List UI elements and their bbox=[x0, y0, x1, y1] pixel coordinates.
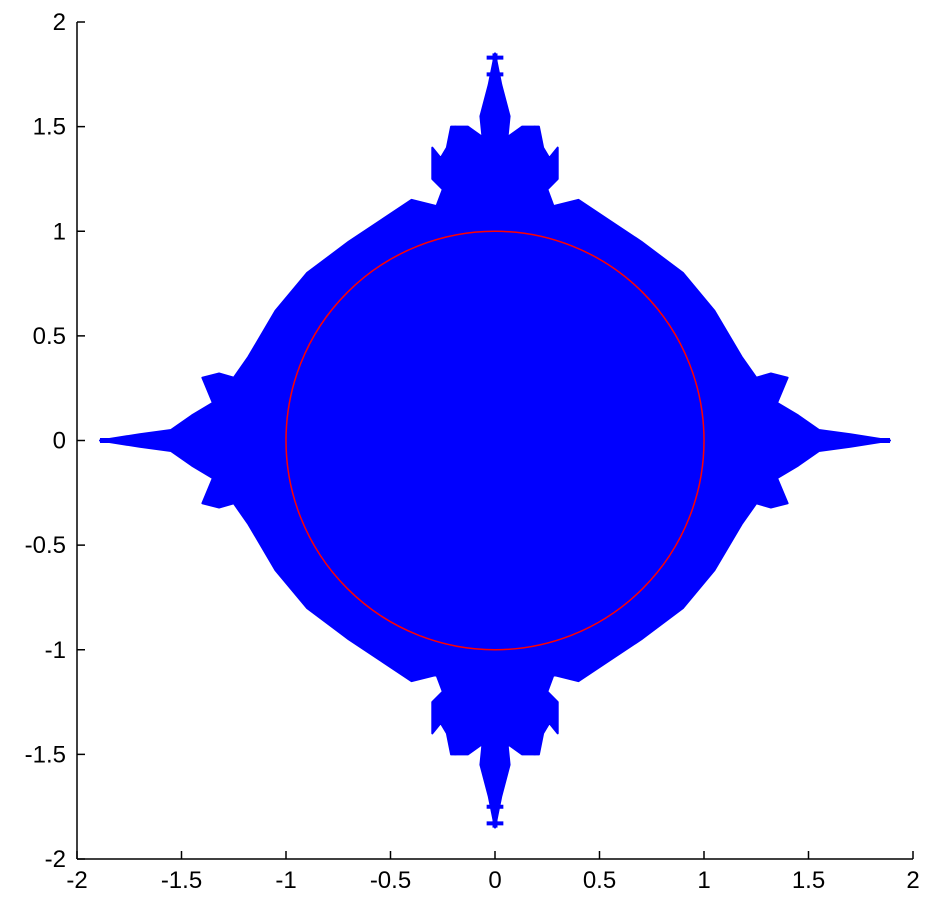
y-tick-label: -2 bbox=[45, 846, 66, 873]
x-tick-label: -2 bbox=[66, 867, 87, 894]
x-tick-label: 2 bbox=[906, 867, 919, 894]
y-ticks: -2 -1.5 -1 -0.5 0 0.5 1 1.5 2 bbox=[25, 9, 85, 873]
y-tick-label: -0.5 bbox=[25, 532, 66, 559]
y-tick-label: 2 bbox=[53, 9, 66, 36]
x-ticks: -2 -1.5 -1 -0.5 0 0.5 1 1.5 2 bbox=[66, 851, 920, 894]
fractal-island bbox=[529, 125, 540, 136]
fractal-region bbox=[99, 52, 891, 829]
x-tick-label: -1.5 bbox=[161, 867, 202, 894]
y-tick-label: -1.5 bbox=[25, 741, 66, 768]
y-tick-label: 0 bbox=[53, 428, 66, 455]
x-tick-label: 1.5 bbox=[792, 867, 825, 894]
x-tick-label: 0 bbox=[488, 867, 501, 894]
y-tick-label: -1 bbox=[45, 637, 66, 664]
x-tick-label: 1 bbox=[697, 867, 710, 894]
y-tick-label: 0.5 bbox=[33, 323, 66, 350]
y-tick-label: 1.5 bbox=[33, 114, 66, 141]
unit-circle-path bbox=[285, 230, 705, 651]
fractal-body bbox=[99, 52, 891, 829]
fractal-island bbox=[450, 125, 461, 136]
x-tick-label: -0.5 bbox=[370, 867, 411, 894]
x-tick-label: -1 bbox=[275, 867, 296, 894]
fractal-island bbox=[529, 745, 540, 756]
fractal-island bbox=[450, 745, 461, 756]
y-tick-label: 1 bbox=[53, 218, 66, 245]
unit-circle bbox=[285, 230, 705, 651]
x-tick-label: 0.5 bbox=[583, 867, 616, 894]
